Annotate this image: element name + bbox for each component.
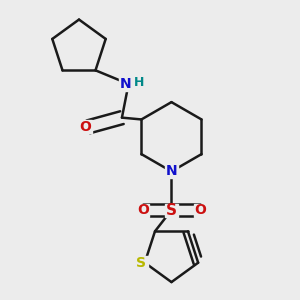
Bar [135,256,148,269]
Text: S: S [166,202,177,217]
Text: N: N [119,77,131,91]
Text: S: S [136,256,146,270]
Bar [194,203,207,217]
Bar [78,120,92,134]
Bar [165,203,178,217]
Text: O: O [137,203,149,217]
Text: O: O [79,120,91,134]
Text: H: H [134,76,145,89]
Bar [136,203,149,217]
Text: O: O [194,203,206,217]
Bar [118,77,138,91]
Text: N: N [166,164,177,178]
Bar [165,165,178,178]
